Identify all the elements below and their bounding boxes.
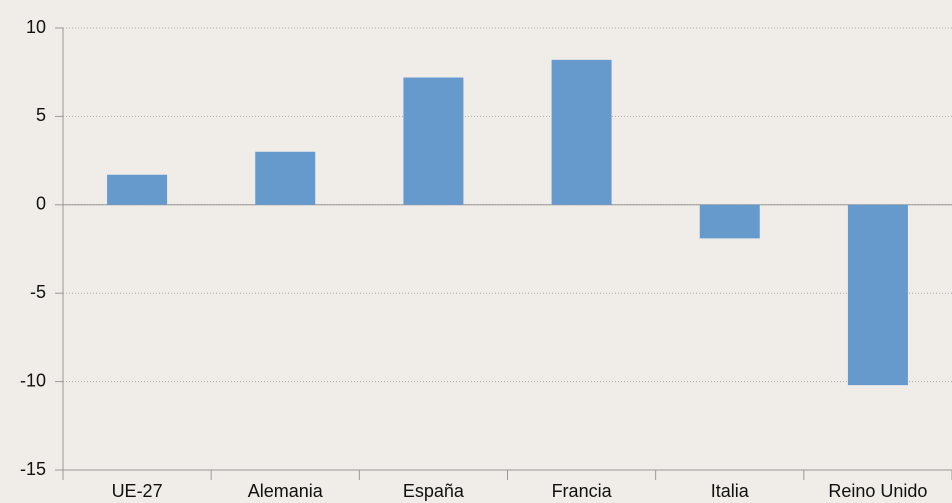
bar — [403, 77, 464, 205]
y-tick-label: -15 — [20, 459, 46, 479]
x-tick-label: Francia — [552, 481, 613, 501]
bar — [107, 174, 168, 205]
y-tick-label: 10 — [26, 17, 46, 37]
x-tick-label: UE-27 — [112, 481, 163, 501]
x-tick-label: Alemania — [248, 481, 324, 501]
bar — [255, 151, 316, 205]
bar — [847, 204, 908, 386]
x-tick-label: Reino Unido — [828, 481, 927, 501]
y-tick-label: -5 — [30, 282, 46, 302]
y-tick-label: -10 — [20, 370, 46, 390]
y-tick-label: 5 — [36, 105, 46, 125]
bar — [699, 204, 760, 239]
y-tick-label: 0 — [36, 194, 46, 214]
x-tick-label: Italia — [711, 481, 750, 501]
bar — [551, 59, 612, 205]
x-tick-label: España — [403, 481, 465, 501]
